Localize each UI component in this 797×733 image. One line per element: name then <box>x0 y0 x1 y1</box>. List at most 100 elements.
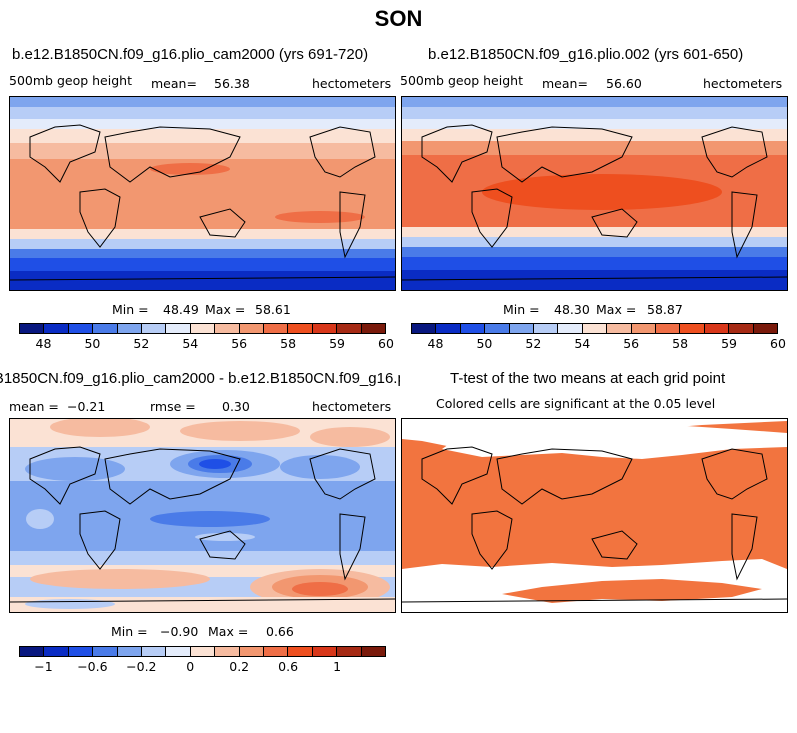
panel-bl-rmse-value: 0.30 <box>222 399 250 414</box>
map-panel-bottom-left <box>9 418 396 613</box>
colorbar-tick-label: 1 <box>333 659 342 674</box>
map-panel-top-right <box>401 96 788 291</box>
panel-bl-max-value: 0.66 <box>266 624 294 639</box>
panel-tr-max-value: 58.87 <box>647 302 683 317</box>
colorbar-tick-label: 50 <box>84 336 101 351</box>
panel-tr-variable: 500mb geop height <box>400 73 523 88</box>
panel-bl-mean-value: −0.21 <box>67 399 106 414</box>
panel-tr-mean-value: 56.60 <box>606 76 642 91</box>
colorbar-tick-label: 58 <box>672 336 689 351</box>
panel-tl-max-value: 58.61 <box>255 302 291 317</box>
panel-tl-variable: 500mb geop height <box>9 73 132 88</box>
panel-bl-units: hectometers <box>312 399 392 414</box>
colorbar-tick-label: 60 <box>770 336 786 351</box>
colorbar-cell <box>20 324 45 333</box>
colorbar-tick-label: 54 <box>574 336 591 351</box>
panel-tr-mean-label: mean= <box>542 76 588 91</box>
coastlines-tr <box>402 124 787 281</box>
coastlines-bl <box>10 446 395 603</box>
colorbar-cell <box>312 324 338 333</box>
panel-tl-title: b.e12.B1850CN.f09_g16.plio_cam2000 (yrs … <box>12 46 369 63</box>
colorbar-cell <box>534 324 559 333</box>
colorbar-cell <box>680 324 705 333</box>
figure-title: SON <box>374 6 423 31</box>
map-br-svg <box>402 419 787 612</box>
coastlines-br <box>402 446 787 603</box>
colorbar-cell <box>337 647 362 656</box>
colorbar-cell <box>142 647 167 656</box>
colorbar-tick-label: 0 <box>186 659 195 674</box>
colorbar-cell <box>361 647 386 656</box>
panel-bl-mean-label: mean = <box>9 399 59 414</box>
colorbar-cell <box>607 324 632 333</box>
colorbar-cell <box>656 324 681 333</box>
colorbar-cell <box>753 324 778 333</box>
colorbar-cell <box>215 324 240 333</box>
colorbar-cell <box>436 324 461 333</box>
map-bl-svg <box>10 419 395 612</box>
colorbar-cell <box>485 324 510 333</box>
panel-tl-mean-label: mean= <box>151 76 197 91</box>
coastlines-tl <box>10 124 395 281</box>
colorbar-cell <box>729 324 754 333</box>
colorbar-cell <box>239 647 265 656</box>
colorbar-tick-label: 52 <box>133 336 150 351</box>
colorbar-tick-label: 48 <box>427 336 444 351</box>
map-tl-svg <box>10 97 395 290</box>
colorbar-cell <box>288 647 313 656</box>
colorbar-tick-label: −0.2 <box>126 659 157 674</box>
colorbar-cell <box>312 647 338 656</box>
colorbar-tick-label: 60 <box>378 336 394 351</box>
colorbar-tick-label: 50 <box>476 336 493 351</box>
panel-br-subtitle: Colored cells are significant at the 0.0… <box>436 396 716 411</box>
colorbar-cell <box>44 647 69 656</box>
colorbar-top-right <box>411 323 778 334</box>
colorbar-cell <box>558 324 583 333</box>
colorbar-cell <box>93 324 118 333</box>
colorbar-cell <box>412 324 437 333</box>
colorbar-tick-label: 56 <box>623 336 640 351</box>
panel-bl-title: b.e12.B1850CN.f09_g16.plio_cam2000 - b.e… <box>0 370 400 387</box>
colorbar-cell <box>704 324 730 333</box>
colorbar-cell <box>460 324 486 333</box>
panel-bl-min-value: −0.90 <box>160 624 199 639</box>
colorbar-cell <box>142 324 167 333</box>
colorbar-tick-label: 59 <box>329 336 346 351</box>
panel-bl-max-label: Max = <box>208 624 249 639</box>
colorbar-cell <box>117 324 143 333</box>
colorbar-cell <box>582 324 608 333</box>
colorbar-cell <box>264 324 289 333</box>
panel-tr-min-value: 48.30 <box>554 302 590 317</box>
colorbar-tick-label: −0.6 <box>77 659 108 674</box>
colorbar-tick-label: 56 <box>231 336 248 351</box>
panel-tl-min-value: 48.49 <box>163 302 199 317</box>
panel-tl-max-label: Max = <box>205 302 246 317</box>
panel-tr-max-label: Max = <box>596 302 637 317</box>
colorbar-tick-label: 59 <box>721 336 738 351</box>
colorbar-cell <box>44 324 69 333</box>
colorbar-cell <box>20 647 45 656</box>
colorbar-cell <box>288 324 313 333</box>
colorbar-cell <box>509 324 535 333</box>
colorbar-bottom-left <box>19 646 386 657</box>
panel-tl-units: hectometers <box>312 76 392 91</box>
panel-bl-title-clip: b.e12.B1850CN.f09_g16.plio_cam2000 - b.e… <box>0 370 400 390</box>
colorbar-cell <box>190 647 216 656</box>
colorbar-cell <box>337 324 362 333</box>
colorbar-cell <box>166 647 191 656</box>
colorbar-tick-label: 52 <box>525 336 542 351</box>
colorbar-cell <box>190 324 216 333</box>
panel-tr-title: b.e12.B1850CN.f09_g16.plio.002 (yrs 601-… <box>428 46 744 63</box>
colorbar-cell <box>68 324 94 333</box>
colorbar-cell <box>117 647 143 656</box>
colorbar-cell <box>93 647 118 656</box>
colorbar-cell <box>361 324 386 333</box>
colorbar-cell <box>215 647 240 656</box>
colorbar-cell <box>264 647 289 656</box>
colorbar-cell <box>239 324 265 333</box>
map-tr-svg <box>402 97 787 290</box>
colorbar-cell <box>68 647 94 656</box>
panel-bl-min-label: Min = <box>111 624 148 639</box>
panel-tl-mean-value: 56.38 <box>214 76 250 91</box>
panel-br-title: T-test of the two means at each grid poi… <box>450 370 726 387</box>
